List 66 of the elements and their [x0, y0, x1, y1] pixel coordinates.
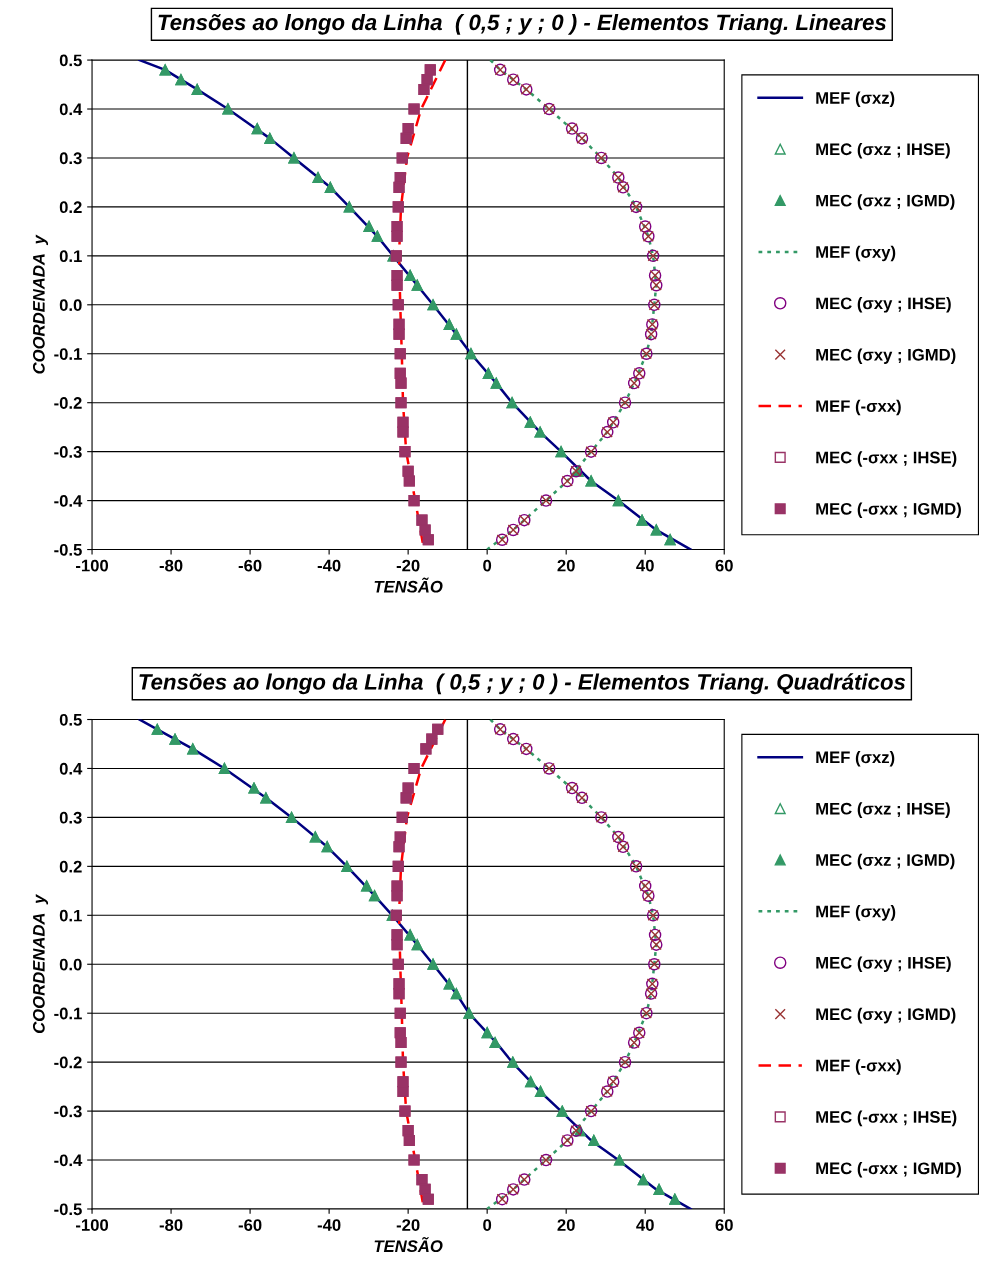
legend-label: MEC (-σxx ; IHSE) [816, 451, 957, 467]
legend-label: MEC (-σxx ; IHSE) [816, 1110, 957, 1127]
x-tick-label: 20 [557, 1219, 575, 1231]
y-tick-label: -0.4 [54, 494, 83, 507]
legend-label: MEF (σxy) [816, 905, 896, 921]
y-tick-label: -0.5 [54, 1203, 82, 1216]
y-tick-label: 0.0 [59, 299, 82, 312]
x-tick-label: -20 [396, 559, 420, 572]
x-tick-label: -80 [159, 1219, 183, 1231]
x-tick-label: -100 [76, 559, 109, 572]
x-tick-label: -60 [238, 559, 262, 572]
legend-label: MEC (σxz ; IGMD) [816, 194, 955, 210]
line-series [138, 719, 692, 1209]
x-tick-label: -40 [317, 1219, 341, 1231]
legend-label: MEC (σxz ; IGMD) [816, 853, 955, 870]
line-series [138, 60, 692, 550]
y-tick-label: -0.2 [54, 397, 82, 409]
y-tick-label: 0.2 [59, 860, 82, 873]
x-tick-label: 60 [715, 559, 733, 572]
legend-label: MEC (σxy ; IGMD) [816, 1007, 956, 1024]
y-tick-label: -0.3 [54, 446, 82, 458]
chart-title: Tensões ao longo da Linha ( 0,5 ; y ; 0 ) - Elementos Triang. Lineares [158, 13, 887, 35]
legend-label: MEF (σxz) [816, 91, 895, 108]
legend-label: MEC (σxy ; IHSE) [816, 956, 951, 973]
x-tick-label: 60 [715, 1219, 733, 1231]
y-tick-label: 0.4 [59, 103, 83, 116]
legend-label: MEF (σxy) [816, 245, 896, 262]
x-tick-label: -100 [76, 1219, 109, 1231]
y-tick-label: 0.0 [59, 958, 82, 971]
x-tick-label: 0 [483, 559, 492, 572]
legend-label: MEF (σxz) [816, 751, 895, 767]
x-tick-label: 20 [557, 559, 575, 572]
y-tick-label: -0.1 [54, 1007, 82, 1020]
y-tick-label: 0.4 [59, 762, 83, 775]
x-tick-label: 40 [636, 559, 654, 572]
x-tick-label: 40 [636, 1219, 654, 1231]
y-tick-label: -0.4 [54, 1154, 83, 1167]
y-tick-label: -0.1 [54, 348, 82, 360]
y-tick-label: -0.5 [54, 543, 82, 556]
y-tick-label: 0.3 [59, 811, 82, 824]
x-tick-label: -20 [396, 1219, 420, 1231]
x-tick-label: 0 [483, 1219, 492, 1231]
x-axis-title: TENSÃO [374, 1237, 443, 1253]
legend-label: MEC (-σxx ; IGMD) [816, 502, 961, 519]
legend-label: MEC (-σxx ; IGMD) [816, 1161, 961, 1178]
y-tick-label: 0.3 [59, 152, 82, 165]
x-axis-title: TENSÃO [374, 577, 443, 593]
y-tick-label: -0.2 [54, 1056, 82, 1069]
y-tick-label: 0.5 [59, 54, 82, 67]
x-tick-label: -60 [238, 1219, 262, 1231]
y-tick-label: 0.2 [59, 201, 82, 214]
y-axis-title: COORDENADA y [32, 234, 49, 374]
x-tick-label: -40 [317, 559, 341, 572]
chart-title: Tensões ao longo da Linha ( 0,5 ; y ; 0 ) - Elementos Triang. Quadráticos [139, 673, 906, 695]
legend-label: MEF (-σxx) [816, 399, 901, 416]
y-axis-title: COORDENADA y [32, 893, 49, 1034]
legend-label: MEC (σxz ; IHSE) [816, 802, 950, 818]
legend-label: MEF (-σxx) [816, 1059, 901, 1075]
y-tick-label: 0.5 [59, 713, 82, 726]
y-tick-label: 0.1 [59, 250, 82, 263]
y-tick-label: 0.1 [59, 909, 82, 922]
legend-label: MEC (σxy ; IGMD) [816, 348, 956, 364]
legend-label: MEC (σxz ; IHSE) [816, 142, 950, 159]
x-tick-label: -80 [159, 559, 183, 572]
y-tick-label: -0.3 [54, 1105, 82, 1118]
legend-label: MEC (σxy ; IHSE) [816, 297, 951, 313]
